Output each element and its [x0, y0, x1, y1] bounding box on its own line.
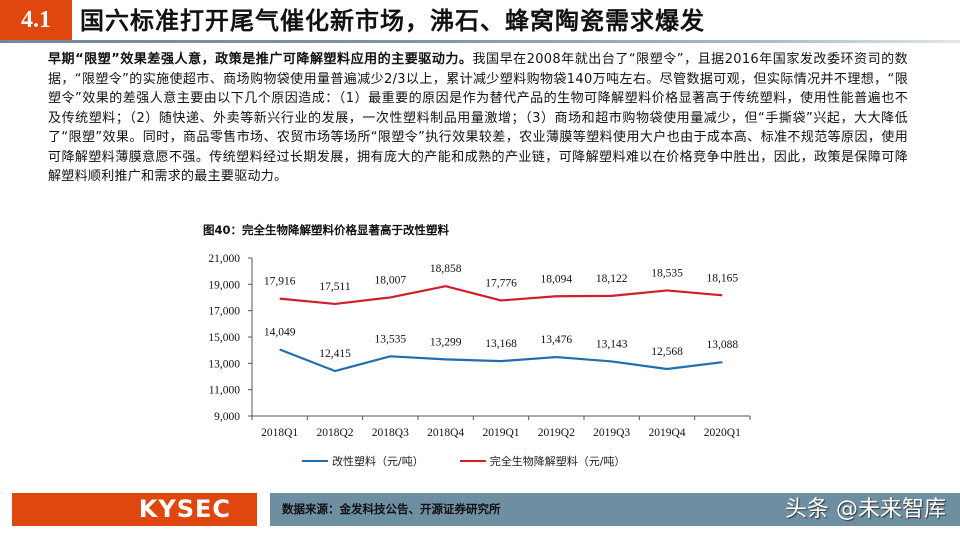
x-tick-label: 2019Q1 [482, 427, 519, 439]
body-paragraph: 早期“限塑”效果差强人意，政策是推广可降解塑料应用的主要驱动力。我国早在2008… [48, 50, 908, 187]
x-tick-label: 2018Q2 [316, 427, 353, 439]
legend-swatch-red [459, 460, 486, 462]
y-tick-label: 13,000 [208, 358, 240, 370]
footer-source-bar: 数据来源：金发科技公告、开源证券研究所 头条 @未来智库 [270, 493, 960, 526]
data-label: 18,858 [430, 263, 462, 275]
y-tick-label: 17,000 [208, 306, 240, 318]
footer-logo: KYSEC [12, 493, 257, 526]
data-label: 13,476 [541, 334, 573, 346]
data-label: 13,535 [375, 333, 407, 345]
x-tick-label: 2018Q1 [261, 427, 298, 439]
data-label: 18,535 [651, 267, 683, 279]
data-source: 数据来源：金发科技公告、开源证券研究所 [282, 502, 501, 516]
figure-title: 图40：完全生物降解塑料价格显著高于改性塑料 [203, 223, 450, 237]
data-label: 17,776 [485, 277, 517, 289]
watermark: 头条 @未来智库 [785, 497, 946, 522]
data-label: 12,568 [651, 346, 683, 358]
chart-legend: 改性塑料（元/吨） 完全生物降解塑料（元/吨） [302, 452, 625, 470]
series-line-modified-plastic [279, 348, 723, 373]
x-tick-label: 2019Q2 [538, 427, 575, 439]
legend-item-biodegradable-plastic: 完全生物降解塑料（元/吨） [459, 453, 626, 469]
logo-text: KYSEC [138, 495, 231, 523]
y-tick-label: 9,000 [214, 411, 240, 423]
data-label: 18,094 [541, 273, 573, 285]
page-title: 国六标准打开尾气催化新市场，沸石、蜂窝陶瓷需求爆发 [80, 7, 705, 35]
data-label: 18,007 [375, 274, 407, 286]
data-label: 17,511 [319, 281, 350, 293]
data-label: 12,415 [319, 348, 351, 360]
legend-swatch-blue [302, 460, 328, 462]
data-label: 13,168 [485, 338, 517, 350]
y-tick-label: 21,000 [208, 253, 240, 265]
data-label: 17,916 [264, 276, 296, 288]
paragraph-text: 我国早在2008年就出台了“限塑令”，且据2016年国家发改委环资司的数据，“限… [48, 52, 908, 184]
data-label: 18,165 [707, 272, 739, 284]
x-tick-label: 2018Q3 [372, 427, 409, 439]
data-label: 13,088 [707, 339, 739, 351]
section-number-badge: 4.1 [0, 0, 72, 40]
x-tick-label: 2018Q4 [427, 427, 464, 439]
x-tick-label: 2019Q4 [648, 427, 685, 439]
y-tick-label: 11,000 [209, 385, 240, 397]
data-label: 18,122 [596, 273, 628, 285]
legend-label: 改性塑料（元/吨） [332, 455, 424, 468]
y-tick-label: 19,000 [208, 279, 240, 291]
series-line-biodegradable-plastic [279, 285, 723, 306]
slide-header: 4.1 国六标准打开尾气催化新市场，沸石、蜂窝陶瓷需求爆发 [0, 0, 960, 43]
paragraph-lead: 早期“限塑”效果差强人意，政策是推广可降解塑料应用的主要驱动力。 [48, 52, 473, 67]
y-tick-label: 15,000 [208, 332, 240, 344]
data-label: 14,049 [264, 327, 296, 339]
title-divider [0, 40, 960, 43]
x-tick-label: 2019Q3 [593, 427, 630, 439]
data-label: 13,299 [430, 336, 462, 348]
legend-item-modified-plastic: 改性塑料（元/吨） [302, 453, 424, 469]
data-label: 13,143 [596, 338, 628, 350]
x-tick-label: 2020Q1 [704, 427, 741, 439]
legend-label: 完全生物降解塑料（元/吨） [489, 455, 626, 468]
